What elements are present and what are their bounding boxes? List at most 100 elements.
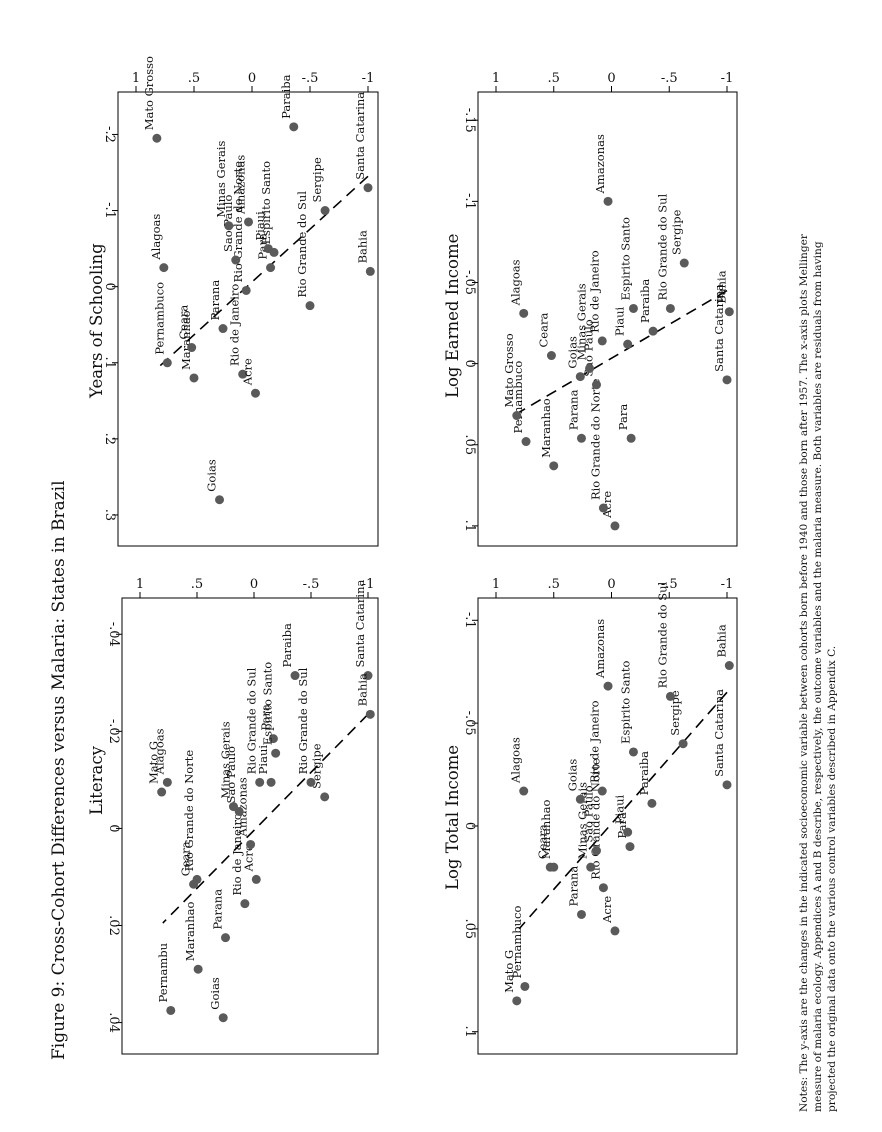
data-point [320,206,330,216]
point-label: Rio Grande do Norte [231,161,245,283]
point-label: Paraiba [638,279,652,323]
x-tick-label: 1 [492,577,500,592]
data-point [221,933,230,943]
fit-line [162,713,369,924]
point-label: Parana [211,889,225,930]
data-point [576,909,586,919]
data-point [218,1013,228,1023]
point-label: Santa Catarina [353,580,367,668]
x-tick-label: .5 [548,71,560,86]
point-label: Parana [566,866,580,907]
point-label: Sergipe [668,690,682,736]
point-label: Amazonas [593,619,607,679]
x-tick-label: 1 [492,71,500,86]
data-point [603,196,613,206]
data-point [255,777,265,787]
x-tick-label: -1 [362,71,375,86]
fit-line [518,289,728,413]
point-label: Sao Paulo [224,746,238,803]
data-point [251,874,261,884]
data-point [724,661,734,671]
y-tick-label: .02 [106,915,121,936]
data-point [266,263,276,273]
point-label: Goias [208,977,222,1010]
note-line-3: projected the original data onto the var… [826,646,838,1112]
point-label: Minas Gerais [214,140,228,217]
point-label: Rio de Janeiro [230,813,244,896]
y-tick-label: -.1 [102,202,117,219]
data-point [586,862,596,872]
y-tick-label: .2 [102,433,117,445]
point-label: Alagoas [149,214,163,261]
point-label: Paraiba [280,623,294,667]
point-label: Alagoas [152,728,166,775]
data-point [271,748,281,758]
point-label: Ceara [177,305,191,340]
data-point [192,874,202,884]
point-label: Rio Grande do Sul [245,667,259,774]
data-point [665,303,675,313]
point-label: Amazonas [236,777,250,837]
x-tick-label: .5 [548,577,560,592]
data-point [549,461,559,471]
data-point [246,839,256,849]
data-point [365,266,375,276]
y-tick-label: -.02 [106,719,121,744]
data-point [162,358,172,368]
data-point [159,263,169,273]
data-point [162,777,172,787]
plot-frame [121,597,379,1055]
data-point [241,285,251,295]
point-label: Espirito Santo [261,662,275,745]
point-label: Minas Gerais [218,721,232,798]
data-point [512,411,522,421]
data-point [238,369,248,379]
point-label: Santa Catarina [712,689,726,777]
data-point [724,307,734,317]
y-tick-label: .05 [462,434,477,455]
x-tick-label: 1 [136,577,144,592]
figure-title: Figure 9: Cross-Cohort Differences versu… [49,480,69,1060]
data-point [152,133,162,143]
panel-1: Years of Schooling -1 -.5 0 .5 1 .3 .2 .1 0 -.1 -.2… [87,56,379,547]
point-label: Santa Catarina [353,92,367,180]
point-label: Alagoas [509,737,523,784]
point-label: Alagoas [509,259,523,306]
data-point [250,388,260,398]
point-label: Para [258,704,272,731]
panel-3: Log Earned Income -1 -.5 0 .5 1 .1 .05 0 -.05 -.1 -… [443,71,738,547]
y-tick-label: 0 [462,822,477,830]
x-tick-label: -1 [721,577,734,592]
plot-frame [117,91,379,547]
data-point [519,786,529,796]
data-point [290,671,300,681]
point-label: Ceara [535,824,549,859]
point-label: Sao Paulo [581,785,595,842]
data-point [610,926,620,936]
plot-frame [477,91,738,547]
data-point [289,122,299,132]
point-label: Bahia [714,624,728,657]
data-point [647,798,657,808]
data-point [648,326,658,336]
x-tick-label: -.5 [661,577,678,592]
x-tick-label: 0 [250,577,258,592]
data-point [157,787,167,797]
point-label: Pernambuco [510,906,524,979]
point-label: Maranhao [539,799,553,859]
data-point [603,681,613,691]
data-point [306,777,316,787]
panel-title: Years of Schooling [87,243,106,399]
point-label: Piaui [613,306,627,336]
point-label: Espirito Santo [259,161,273,244]
data-point [266,777,276,787]
data-point [320,792,330,802]
data-point [231,255,241,265]
panel-title: Log Total Income [443,745,462,890]
x-tick-label: -1 [721,71,734,86]
point-label: Pernambuco [152,282,166,355]
figure-notes: Notes: The y-axis are the changes in the… [798,233,838,1112]
data-point [545,862,555,872]
data-point [228,802,238,812]
point-label: Paraiba [279,74,293,118]
